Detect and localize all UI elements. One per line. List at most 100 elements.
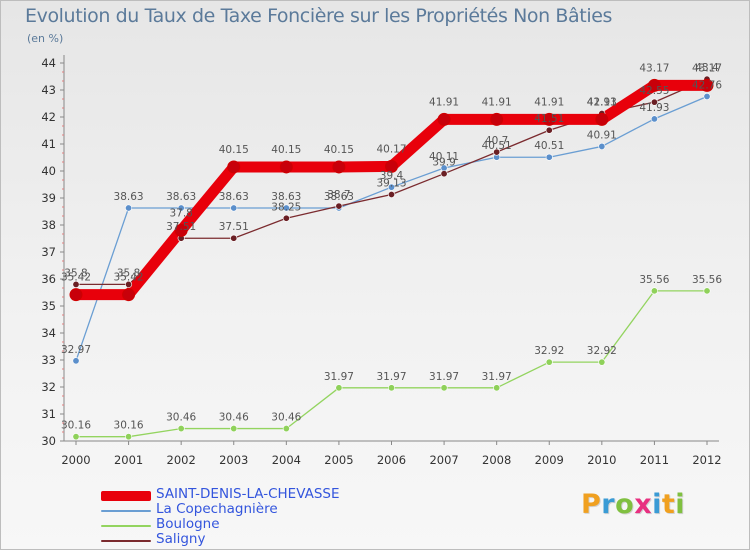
data-label: 38.63 <box>271 191 301 203</box>
legend-label: SAINT-DENIS-LA-CHEVASSE <box>156 486 340 502</box>
y-tick-label: 44 <box>41 56 56 70</box>
data-point <box>125 280 133 288</box>
data-point <box>122 288 136 302</box>
data-point <box>493 384 501 392</box>
data-label: 42.55 <box>639 85 669 97</box>
data-point <box>72 280 80 288</box>
y-tick-label: 38 <box>41 218 56 232</box>
data-label: 38.63 <box>114 191 144 203</box>
data-label: 40.15 <box>271 144 301 156</box>
data-point <box>647 78 661 92</box>
x-tick-label: 2009 <box>535 453 564 467</box>
data-point <box>72 433 80 441</box>
legend-label: Saligny <box>156 531 206 547</box>
data-point <box>387 190 395 198</box>
data-point <box>545 153 553 161</box>
data-label: 41.91 <box>587 96 617 108</box>
data-label: 31.97 <box>376 371 406 383</box>
data-label: 30.46 <box>271 412 301 424</box>
proxiti-logo: Proxiti <box>581 489 685 520</box>
data-label: 37.51 <box>166 221 196 233</box>
data-point <box>282 214 290 222</box>
y-tick-label: 32 <box>41 380 56 394</box>
data-point <box>703 287 711 295</box>
data-point <box>174 223 188 237</box>
data-label: 38.7 <box>327 189 350 201</box>
y-tick-label: 43 <box>41 83 56 97</box>
data-point <box>493 148 501 156</box>
data-point <box>440 170 448 178</box>
y-tick-label: 31 <box>41 407 56 421</box>
data-point <box>703 92 711 100</box>
data-point <box>545 126 553 134</box>
data-label: 32.92 <box>534 345 564 357</box>
data-label: 41.91 <box>482 96 512 108</box>
data-label: 40.51 <box>534 140 564 152</box>
data-point <box>177 425 185 433</box>
x-tick-label: 2006 <box>377 453 406 467</box>
data-point <box>598 358 606 366</box>
data-point <box>125 433 133 441</box>
y-tick-label: 30 <box>41 434 56 448</box>
data-point <box>650 98 658 106</box>
y-tick-label: 41 <box>41 137 56 151</box>
data-point <box>545 358 553 366</box>
data-point <box>332 160 346 174</box>
logo-letter: t <box>661 489 676 520</box>
chart-subtitle: (en %) <box>27 32 64 45</box>
x-tick-label: 2002 <box>167 453 196 467</box>
data-label: 35.8 <box>64 267 87 279</box>
x-tick-label: 2000 <box>61 453 90 467</box>
data-label: 35.56 <box>692 274 722 286</box>
data-point <box>440 384 448 392</box>
data-label: 37.8 <box>169 207 192 219</box>
data-label: 41.91 <box>429 96 459 108</box>
logo-letter: i <box>675 489 686 520</box>
data-label: 30.16 <box>61 420 91 432</box>
legend-swatch <box>101 491 151 501</box>
data-label: 41.91 <box>534 96 564 108</box>
y-tick-label: 40 <box>41 164 56 178</box>
y-tick-label: 36 <box>41 272 56 286</box>
data-point <box>282 204 290 212</box>
data-label: 42.76 <box>692 79 722 91</box>
data-point <box>700 78 714 92</box>
logo-letter: o <box>615 489 635 520</box>
data-label: 32.92 <box>587 345 617 357</box>
legend-swatch <box>101 540 151 542</box>
data-label: 40.51 <box>482 140 512 152</box>
data-label: 39.4 <box>380 170 404 182</box>
data-label: 38.25 <box>271 201 301 213</box>
data-label: 40.15 <box>219 144 249 156</box>
data-point <box>177 204 185 212</box>
x-tick-label: 2001 <box>114 453 143 467</box>
x-tick-label: 2008 <box>482 453 511 467</box>
data-label: 31.97 <box>324 371 354 383</box>
data-label: 40.17 <box>376 143 406 155</box>
x-tick-label: 2011 <box>640 453 669 467</box>
data-point <box>279 160 293 174</box>
data-point <box>335 202 343 210</box>
logo-letter: r <box>601 489 616 520</box>
data-point <box>230 234 238 242</box>
data-label: 35.42 <box>114 272 144 284</box>
data-label: 30.16 <box>114 420 144 432</box>
y-tick-label: 37 <box>41 245 56 259</box>
data-label: 40.7 <box>485 135 508 147</box>
data-label: 31.97 <box>429 371 459 383</box>
data-label: 38.63 <box>219 191 249 203</box>
data-label: 43.17 <box>692 62 722 74</box>
data-label: 35.8 <box>117 267 140 279</box>
data-label: 38.63 <box>166 191 196 203</box>
data-label: 40.91 <box>587 129 617 141</box>
data-label: 31.97 <box>482 371 512 383</box>
x-tick-label: 2005 <box>324 453 353 467</box>
data-point <box>282 425 290 433</box>
data-label: 32.97 <box>61 344 91 356</box>
y-tick-label: 39 <box>41 191 56 205</box>
data-label: 43.4 <box>695 62 719 74</box>
data-point <box>650 115 658 123</box>
logo-letter: P <box>581 489 602 520</box>
x-tick-label: 2003 <box>219 453 248 467</box>
